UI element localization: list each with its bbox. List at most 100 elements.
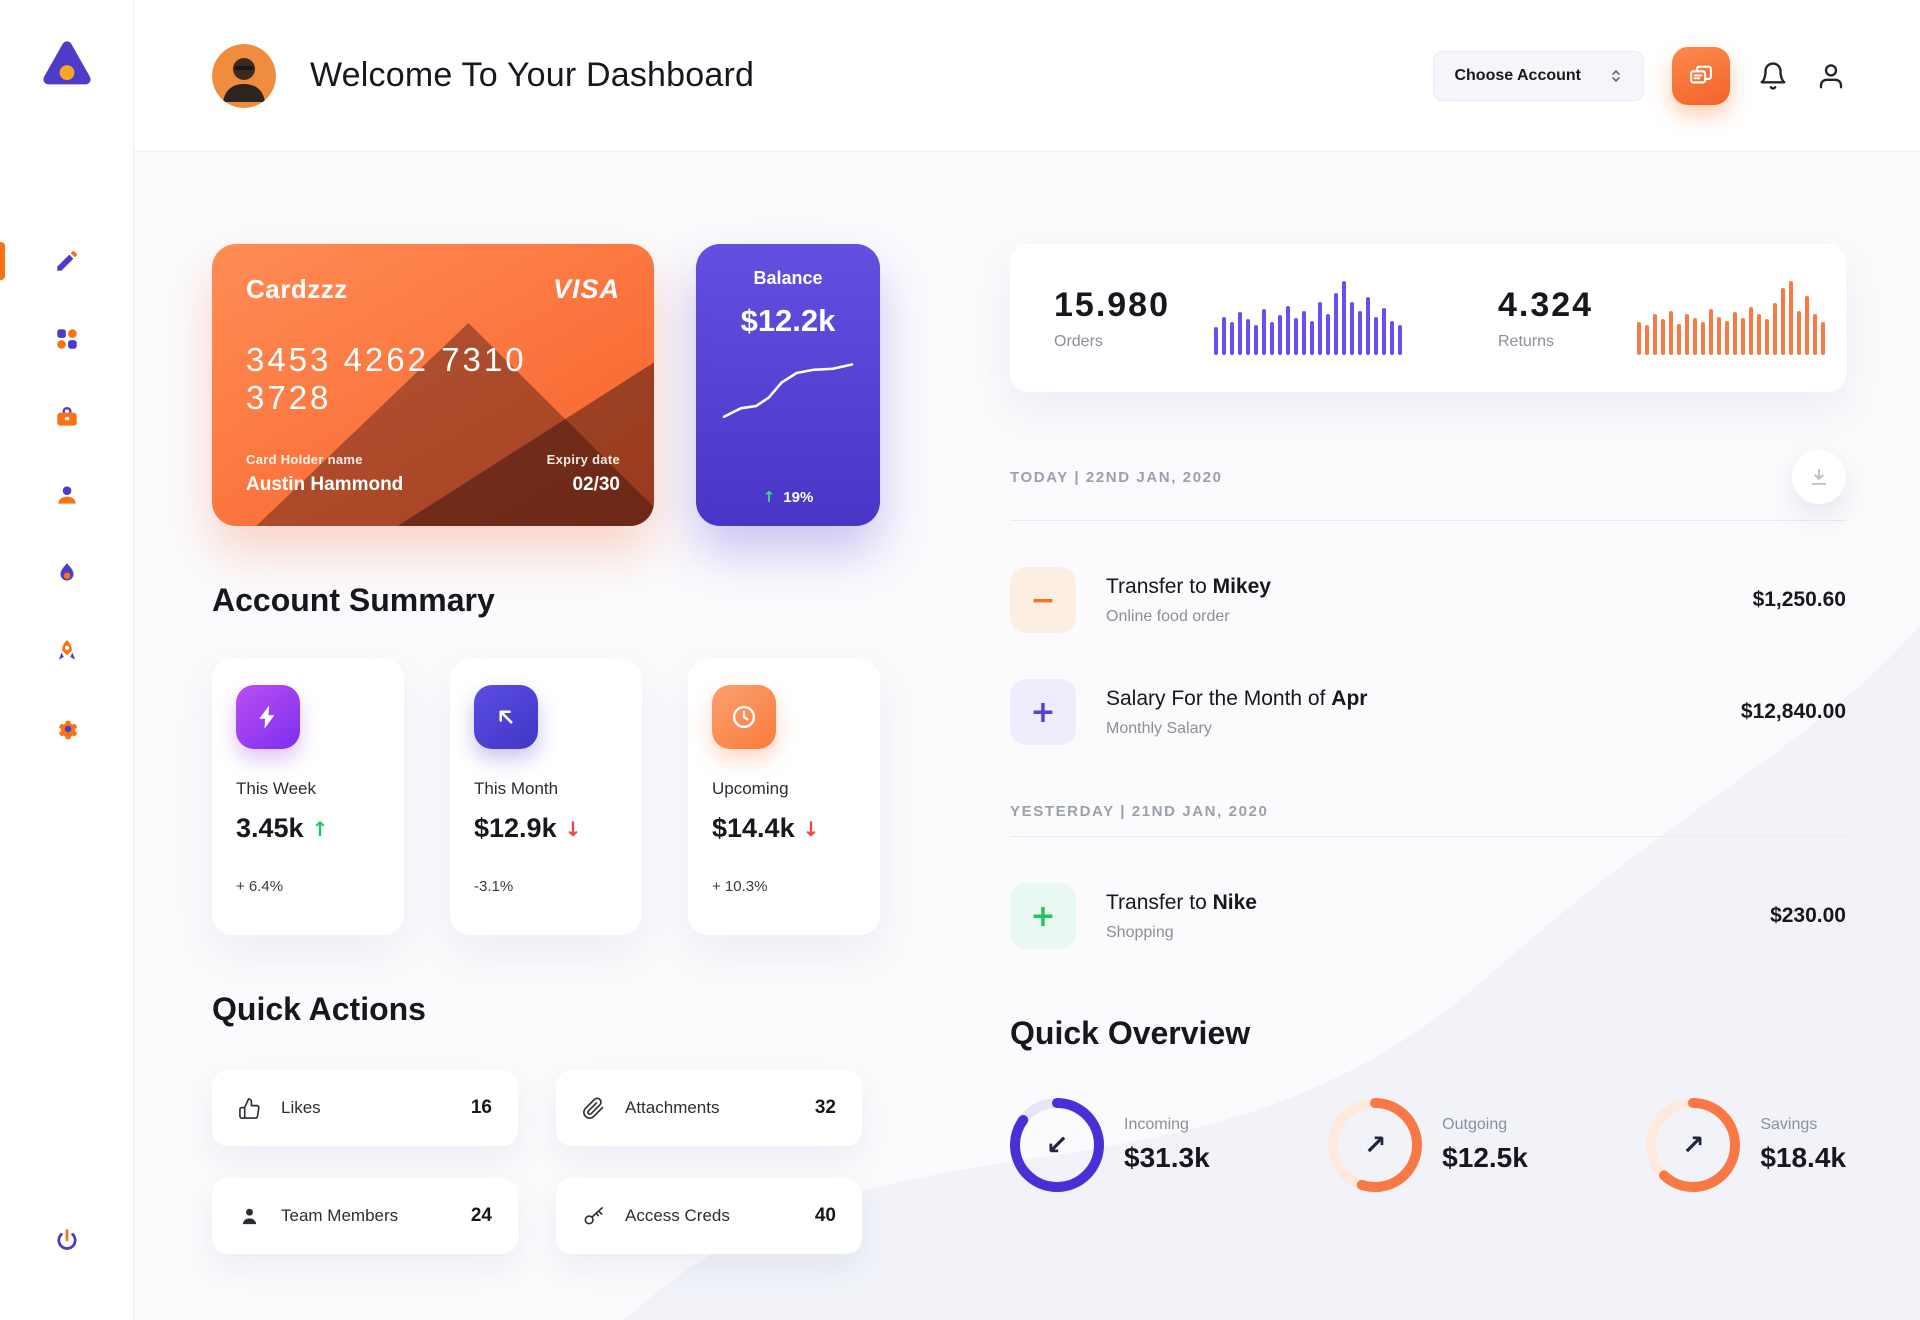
transaction-amount: $1,250.60 (1752, 588, 1846, 611)
lightning-icon (236, 685, 300, 749)
quick-action-label: Likes (281, 1098, 321, 1117)
messages-button[interactable] (1672, 46, 1730, 105)
transaction-title: Transfer to (1106, 574, 1213, 598)
overview-outgoing: ↗ Outgoing $12.5k (1328, 1098, 1528, 1192)
sidebar-item-edit[interactable] (0, 222, 133, 300)
sidebar-item-settings[interactable] (0, 690, 133, 768)
transaction-plus-icon: + (1010, 883, 1076, 949)
transaction-title-bold: Nike (1212, 890, 1257, 914)
user-icon (1819, 63, 1843, 88)
sidebar-item-launch[interactable] (0, 612, 133, 690)
profile-button[interactable] (1816, 61, 1846, 91)
sidebar-item-work[interactable] (0, 378, 133, 456)
transaction-row[interactable]: + Salary For the Month of Apr Monthly Sa… (1010, 679, 1846, 745)
up-arrow-icon: ↑ (762, 488, 776, 506)
bell-icon (1760, 61, 1786, 90)
clap-icon (239, 1097, 260, 1119)
page-title: Welcome To Your Dashboard (310, 56, 755, 94)
briefcase-icon (56, 407, 77, 426)
choose-account-label: Choose Account (1454, 66, 1581, 84)
overview-label: Outgoing (1442, 1116, 1508, 1133)
overview-value: $31.3k (1124, 1142, 1210, 1173)
card-holder-name: Austin Hammond (246, 474, 404, 495)
sidebar-item-team[interactable] (0, 456, 133, 534)
summary-card-week: This Week 3.45k ↑ + 6.4% (212, 659, 404, 935)
transaction-title: Salary For the Month of (1106, 686, 1332, 710)
yesterday-label: YESTERDAY | 21ND JAN, 2020 (1010, 803, 1269, 820)
left-column: Cardzzz VISA 3453 4262 7310 3728 Card Ho… (212, 244, 880, 1254)
gear-icon (58, 720, 77, 740)
dashboard-grid-icon (56, 329, 77, 349)
quick-action-count: 32 (814, 1097, 836, 1118)
returns-bar-chart (1637, 281, 1826, 355)
paperclip-icon (583, 1097, 604, 1119)
trend-arrow-icon: ↓ (802, 816, 820, 841)
quick-action-count: 40 (814, 1205, 836, 1226)
quick-action-access-creds[interactable]: Access Creds 40 (556, 1178, 862, 1254)
summary-delta: + 10.3% (712, 878, 768, 895)
transaction-subtitle: Monthly Salary (1106, 719, 1212, 737)
today-header: TODAY | 22ND JAN, 2020 (1010, 450, 1846, 504)
overview-incoming: ↙ Incoming $31.3k (1010, 1098, 1210, 1192)
choose-account-dropdown[interactable]: Choose Account (1433, 50, 1644, 101)
summary-value: $12.9k (474, 813, 557, 843)
orders-bar-chart (1214, 281, 1402, 355)
quick-action-label: Attachments (625, 1098, 720, 1117)
card-number: 3453 4262 7310 3728 (246, 341, 527, 416)
key-icon (584, 1206, 603, 1225)
card-holder-label: Card Holder name (246, 452, 363, 467)
overview-savings: ↗ Savings $18.4k (1646, 1098, 1846, 1192)
rocket-icon (58, 640, 75, 660)
summary-label: This Month (474, 779, 559, 798)
cards-row: Cardzzz VISA 3453 4262 7310 3728 Card Ho… (212, 244, 880, 526)
direction-arrow-icon: ↗ (1682, 1129, 1705, 1161)
logout-button[interactable] (53, 1227, 81, 1260)
balance-change-value: 19% (783, 488, 814, 506)
direction-arrow-icon: ↙ (1045, 1129, 1069, 1161)
summary-delta: + 6.4% (236, 878, 284, 895)
sidebar (0, 0, 134, 1320)
edit-icon (56, 251, 77, 271)
balance-sparkline (722, 363, 854, 419)
transaction-amount: $230.00 (1770, 904, 1846, 927)
summary-delta: -3.1% (474, 878, 514, 895)
power-icon (56, 1229, 77, 1250)
active-indicator (0, 242, 5, 280)
incoming-donut-chart: ↙ (1010, 1098, 1104, 1192)
quick-action-count: 24 (470, 1205, 492, 1226)
quick-action-team-members[interactable]: Team Members 24 (212, 1178, 518, 1254)
balance-change: ↑ 19% (763, 488, 814, 506)
quick-actions-title: Quick Actions (212, 991, 426, 1027)
orders-stat: 15.980 Orders (1054, 286, 1170, 351)
flame-icon (60, 563, 73, 581)
quick-action-likes[interactable]: Likes 16 (212, 1070, 518, 1146)
divider (1010, 520, 1846, 521)
sidebar-nav (0, 222, 133, 768)
transaction-subtitle: Shopping (1106, 923, 1174, 941)
user-avatar[interactable] (212, 43, 276, 108)
notifications-button[interactable] (1758, 61, 1788, 91)
sidebar-item-dashboard[interactable] (0, 300, 133, 378)
quick-action-label: Access Creds (625, 1206, 730, 1225)
divider (1010, 836, 1846, 837)
download-button[interactable] (1792, 450, 1846, 504)
download-icon (1811, 468, 1827, 485)
clock-icon (712, 685, 776, 749)
transaction-row[interactable]: + Transfer to Nike Shopping $230.00 (1010, 883, 1846, 949)
trend-arrow-icon: ↓ (564, 816, 582, 841)
transaction-row[interactable]: − Transfer to Mikey Online food order $1… (1010, 567, 1846, 633)
outgoing-donut-chart: ↗ (1328, 1098, 1423, 1192)
returns-label: Returns (1498, 332, 1555, 350)
quick-action-attachments[interactable]: Attachments 32 (556, 1070, 862, 1146)
quick-overview-title: Quick Overview (1010, 1015, 1251, 1051)
sidebar-item-activity[interactable] (0, 534, 133, 612)
main-area: Welcome To Your Dashboard Choose Account (134, 0, 1920, 1320)
right-column: 15.980 Orders 4.324 Returns TODAY | 22ND… (1010, 244, 1846, 1254)
card-expiry-label: Expiry date (546, 452, 620, 467)
account-summary-title: Account Summary (212, 582, 495, 618)
summary-label: Upcoming (712, 779, 789, 798)
quick-action-label: Team Members (281, 1206, 399, 1225)
balance-value: $12.2k (740, 303, 836, 338)
app-logo[interactable] (38, 36, 96, 94)
